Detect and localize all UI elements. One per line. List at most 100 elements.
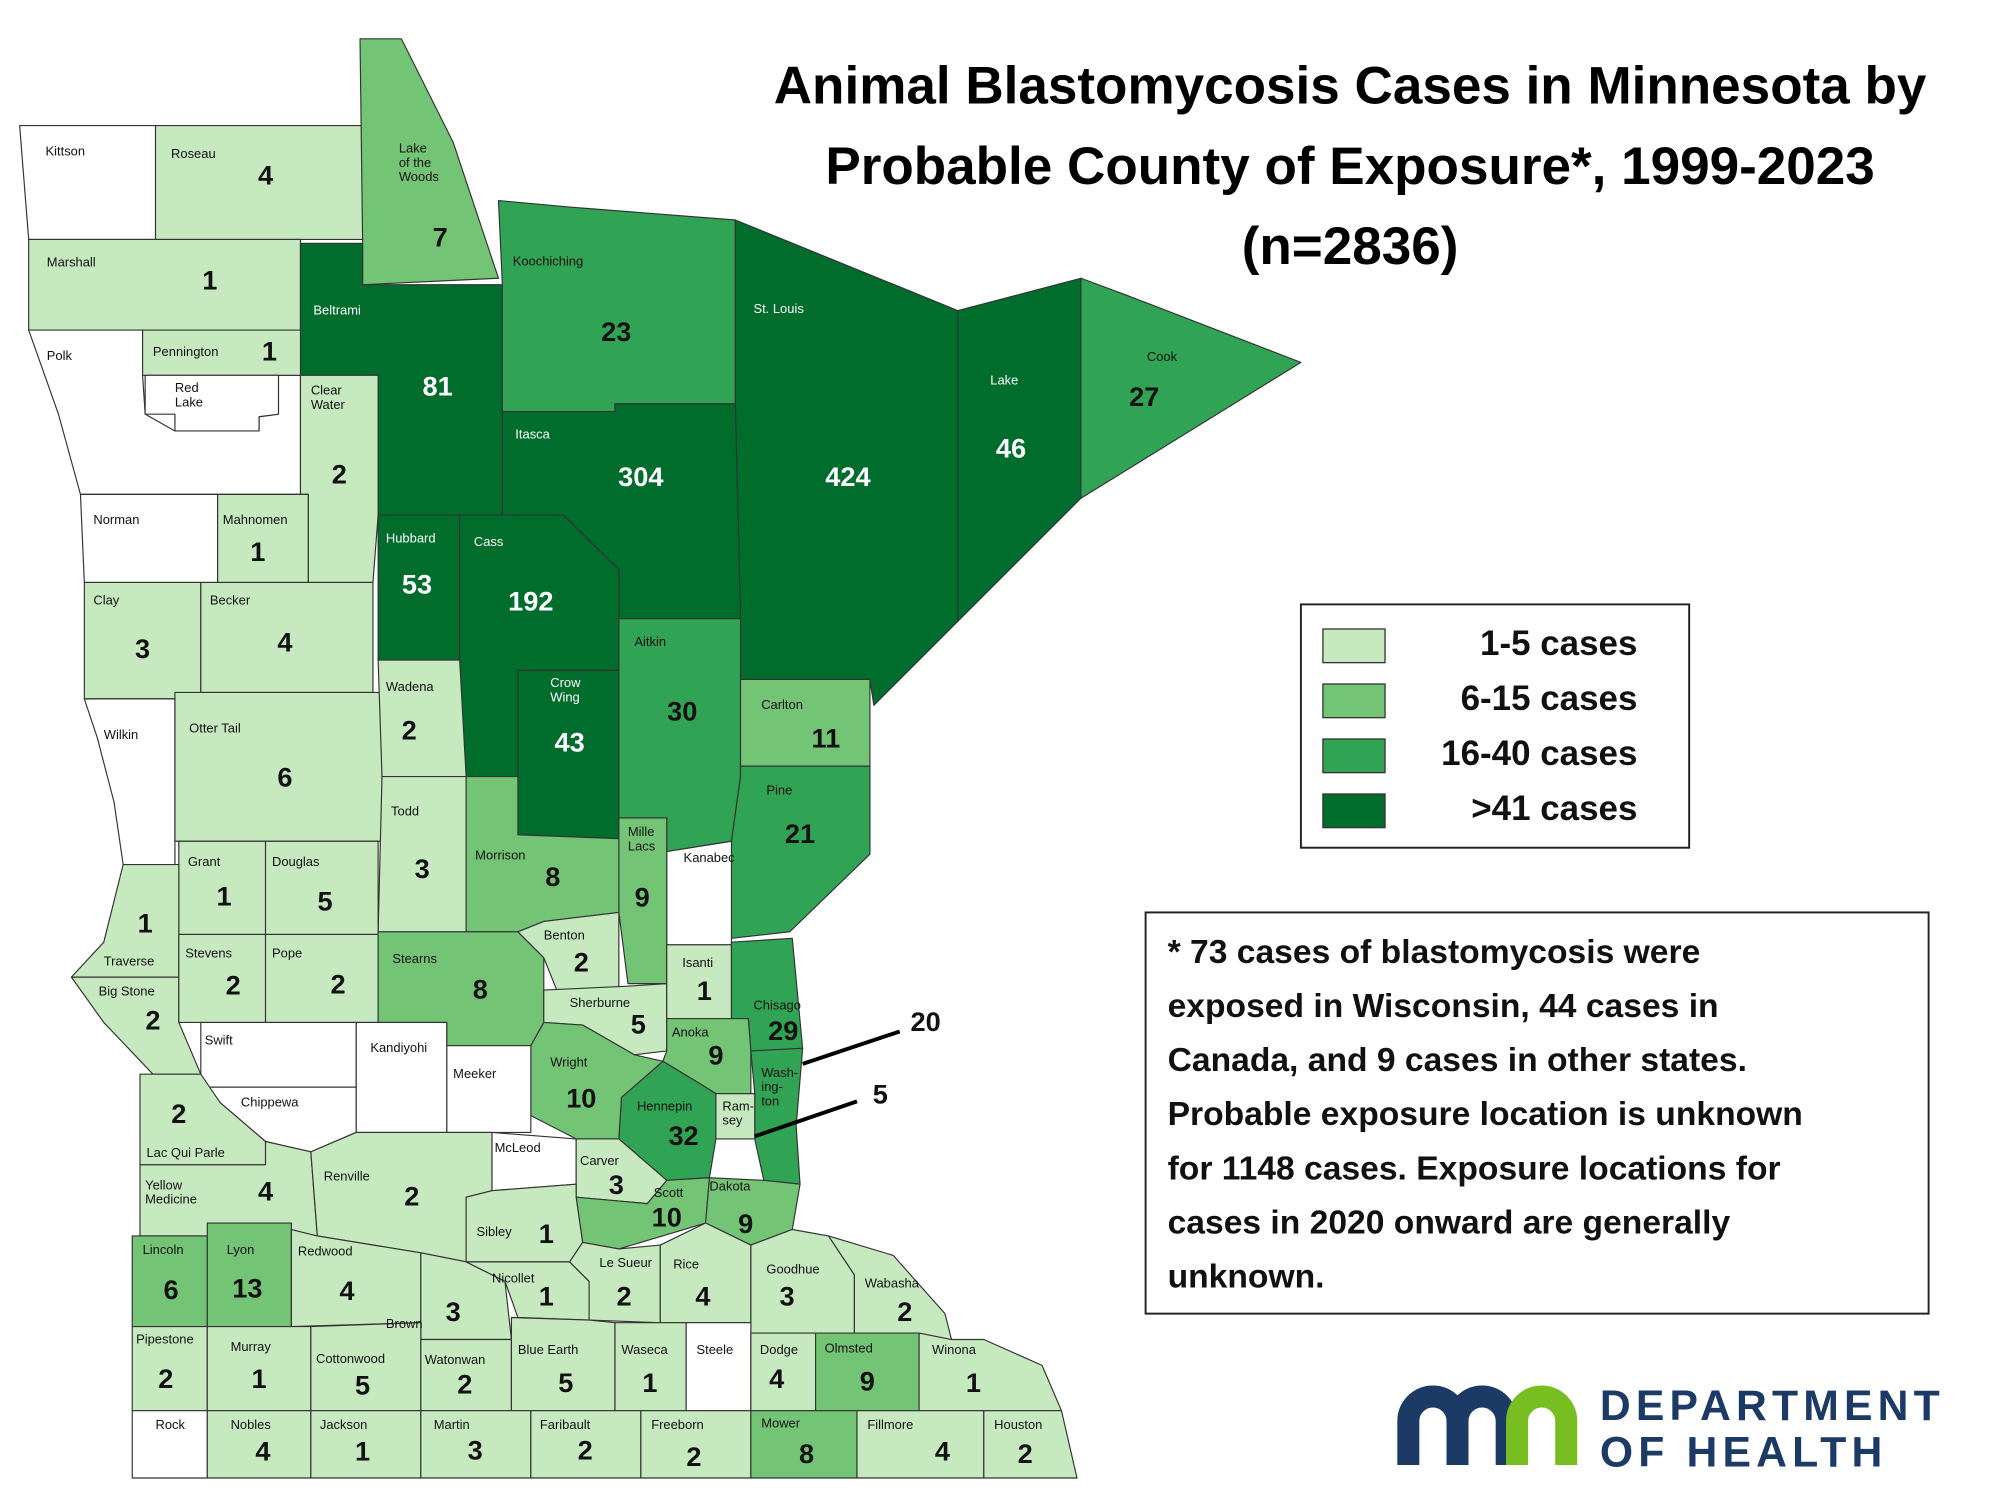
county-cases: 43 [555,726,585,757]
county [685,1322,752,1412]
county-cases: 2 [686,1441,701,1472]
county-name: Swift [205,1032,233,1047]
county-name: Pope [272,946,302,961]
county-cases: 13 [232,1273,262,1304]
county-cases: 2 [1018,1438,1033,1469]
county-name: Wabasha [865,1276,920,1291]
county [446,1045,532,1134]
county-name: Stearns [392,951,437,966]
county-name: Anoka [672,1025,709,1040]
county-name: Otter Tail [189,721,241,736]
county-name: Crow Wing [550,675,581,704]
county-cases: 4 [935,1436,950,1467]
county-cases: 3 [780,1280,795,1311]
county-name: Cass [474,534,503,549]
county-cases: 1 [217,880,232,911]
county-name: Pine [766,783,792,798]
county-cases: 3 [446,1296,461,1327]
county-cases: 2 [897,1296,912,1327]
county-cases: 4 [258,159,273,190]
county-cases: 6 [163,1274,178,1305]
county-cases: 27 [1129,381,1159,412]
county-name: Renville [324,1168,370,1183]
title-line: Probable County of Exposure*, 1999-2023 [825,137,1875,196]
county-name: Brown [386,1316,423,1331]
county-cases: 8 [545,861,560,892]
county-cases: 7 [433,222,448,253]
county-cases: 3 [415,853,430,884]
title-line: Animal Blastomycosis Cases in Minnesota … [774,57,1927,116]
county-cases: 1 [697,975,712,1006]
county-cases: 32 [668,1120,698,1151]
legend-label: 1-5 cases [1480,624,1637,663]
logo-m [1397,1385,1518,1466]
legend-label: 6-15 cases [1461,679,1638,718]
county-name: Sherburne [570,995,630,1010]
legend-label: 16-40 cases [1441,734,1637,773]
county-name: Chippewa [241,1095,299,1110]
title-line: (n=2836) [1242,217,1459,276]
logo-line2: OF HEALTH [1600,1428,1888,1476]
county-cases: 4 [255,1436,270,1467]
county-cases: 30 [667,695,697,726]
county-cases: 20 [910,1006,940,1037]
county-name: Chisago [753,997,800,1012]
county-name: Clear Water [311,383,346,412]
county-cases: 53 [402,568,432,599]
county-cases: 4 [769,1363,784,1394]
county-cases: 21 [785,818,815,849]
county-name: Nicollet [492,1271,535,1286]
county-name: Carver [580,1153,620,1168]
county-cases: 1 [138,908,153,939]
county-cases: 2 [171,1098,186,1129]
county [377,659,467,778]
note-line: * 73 cases of blastomycosis were [1168,934,1701,971]
county [739,678,871,767]
county-name: Norman [93,512,139,527]
county [359,38,500,286]
county-cases: 46 [996,433,1026,464]
county-name: Traverse [104,953,155,968]
legend-swatch [1322,683,1386,719]
legend-swatch [1322,793,1386,829]
county-name: Lac Qui Parle [146,1145,224,1160]
county-cases: 2 [226,970,241,1001]
county-cases: 2 [145,1005,160,1036]
county-cases: 81 [423,370,453,401]
county-cases: 1 [966,1367,981,1398]
county-name: Becker [210,592,251,607]
county-name: Le Sueur [599,1255,652,1270]
title: Animal Blastomycosis Cases in Minnesota … [774,57,1927,276]
county-name: Jackson [320,1417,367,1432]
county-name: Polk [47,348,73,363]
county-name: Meeker [453,1066,497,1081]
county [497,200,736,413]
logo: DEPARTMENT OF HEALTH [1397,1382,1940,1476]
county-name: Isanti [682,955,713,970]
county-name: Redwood [298,1243,353,1258]
county-cases: 8 [799,1438,814,1469]
county [983,1410,1078,1479]
note-box [1144,911,1930,1315]
county-cases: 2 [616,1280,631,1311]
county-name: Ram-sey [722,1098,754,1127]
legend-label: >41 cases [1471,789,1637,828]
county [355,1021,448,1134]
county-name: Lake of the Woods [399,141,439,184]
county-cases: 1 [539,1218,554,1249]
county-cases: 1 [250,536,265,567]
county-cases: 3 [609,1169,624,1200]
county-cases: 5 [631,1008,646,1039]
county-name: Rice [673,1256,699,1271]
county-name: Grant [188,854,221,869]
county-name: Mille Lacs [628,824,655,853]
county-name: Morrison [475,847,525,862]
county-cases: 4 [277,627,292,658]
county-name: Rock [156,1417,186,1432]
note-line: Canada, and 9 cases in other states. [1168,1042,1747,1079]
county-name: Martin [434,1417,470,1432]
county [618,618,742,853]
county-name: Wright [550,1054,588,1069]
county-name: Pipestone [136,1331,194,1346]
county-cases: 1 [642,1367,657,1398]
